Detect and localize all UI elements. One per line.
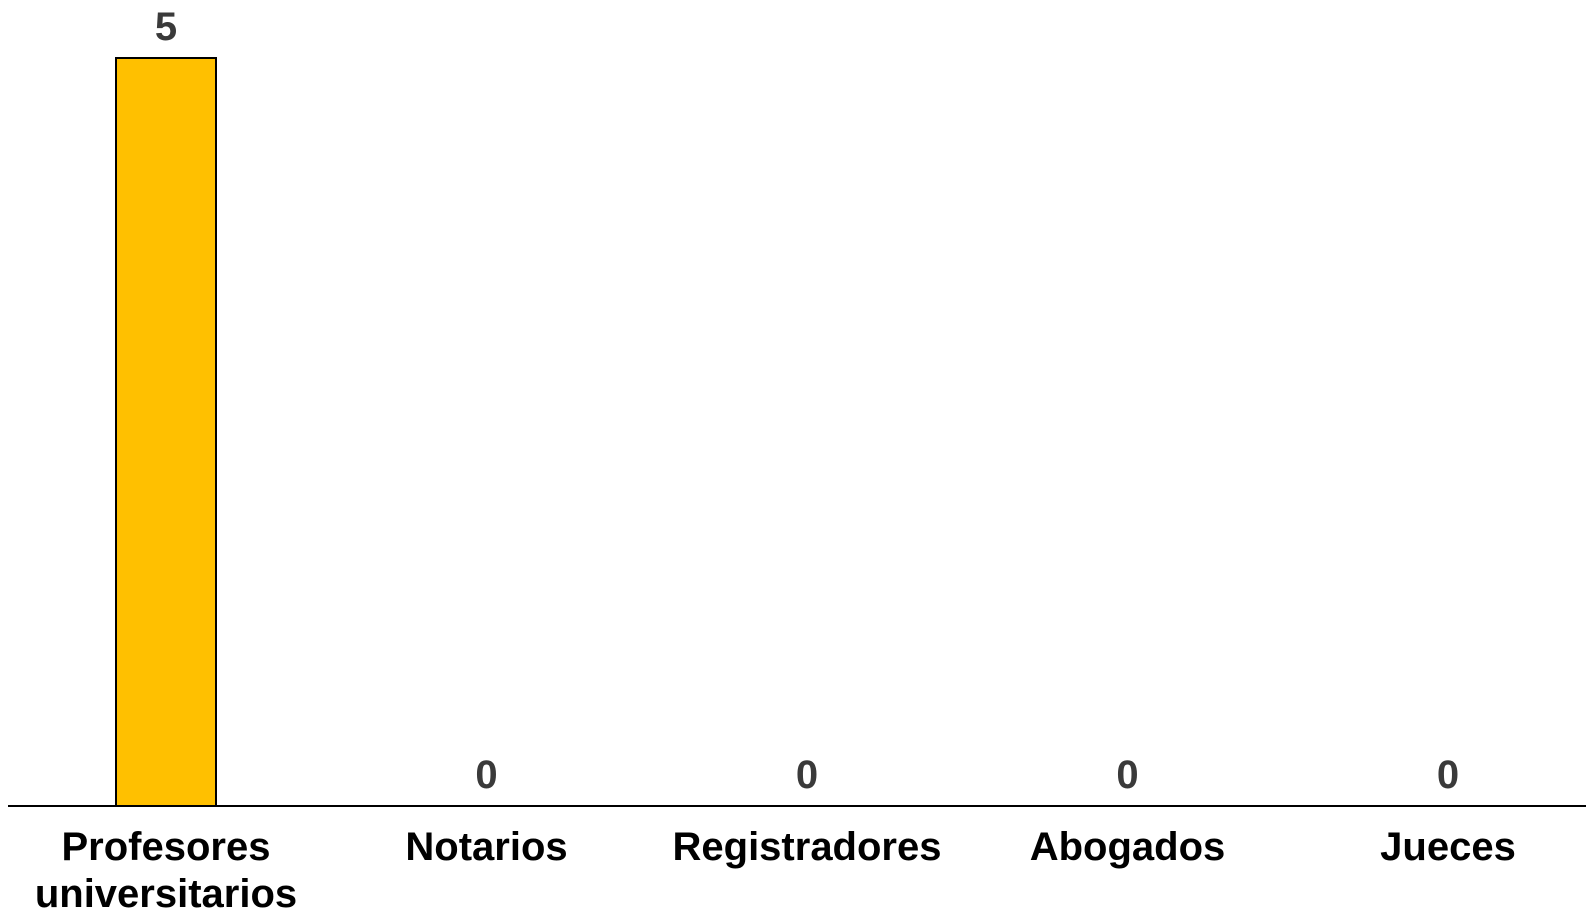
- x-tick-label: universitarios: [35, 872, 297, 916]
- x-tick-label: Notarios: [405, 825, 567, 869]
- x-tick-label: Registradores: [673, 825, 942, 869]
- x-tick-label: Abogados: [1030, 825, 1226, 869]
- data-labels-layer: 5 0 0 0 0: [155, 5, 1459, 797]
- data-label: 0: [1437, 753, 1459, 797]
- data-label: 5: [155, 5, 177, 49]
- data-label: 0: [796, 753, 818, 797]
- bars-layer: [115, 57, 217, 807]
- x-tick-label: Profesores: [62, 825, 271, 869]
- x-tick-label: Jueces: [1380, 825, 1516, 869]
- data-label: 0: [1116, 753, 1138, 797]
- bar: [115, 57, 217, 807]
- data-label: 0: [475, 753, 497, 797]
